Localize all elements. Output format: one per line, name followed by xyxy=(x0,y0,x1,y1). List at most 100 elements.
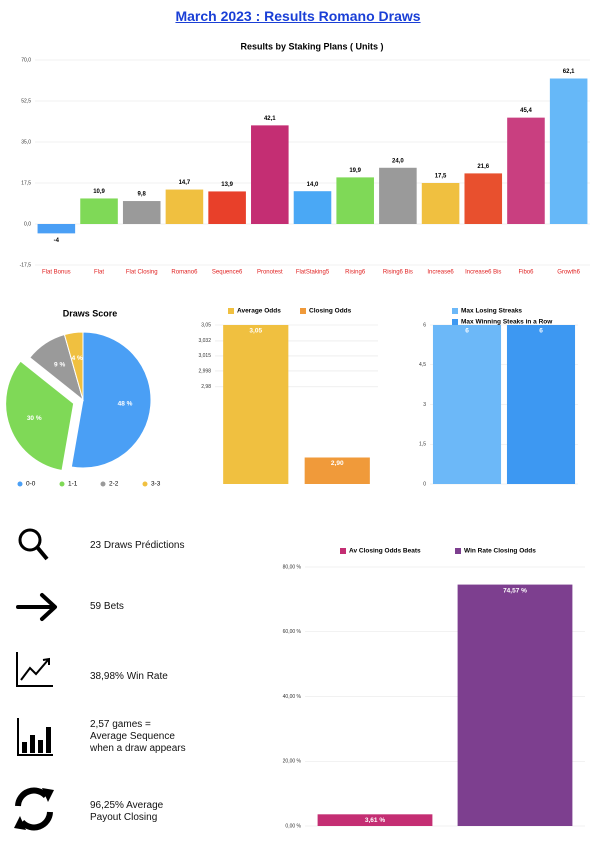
value-label: 24,0 xyxy=(392,158,404,164)
x-tick-label: Increase6 xyxy=(427,270,454,276)
stat: 59 Bets xyxy=(90,601,124,612)
legend-label: Max Losing Streaks xyxy=(461,308,522,315)
bar xyxy=(506,325,576,484)
legend-label: 2-2 xyxy=(109,481,119,488)
legend-label: Av Closing Odds Beats xyxy=(349,548,421,555)
x-tick-label: Increase6 Bis xyxy=(465,270,501,276)
y-tick-label: 6 xyxy=(423,322,426,328)
bar xyxy=(507,117,545,224)
legend-swatch xyxy=(142,481,148,487)
x-tick-label: Rising6 xyxy=(345,270,366,276)
y-tick-label: -17,5 xyxy=(20,262,32,268)
stat: 2,57 games = Average Sequence when a dra… xyxy=(90,719,186,754)
value-label: 3,61 % xyxy=(365,817,385,824)
x-tick-label: Flat xyxy=(94,270,104,276)
bar xyxy=(317,814,433,826)
bar xyxy=(37,224,76,234)
value-label: -4 xyxy=(54,238,60,244)
value-label: 3,05 xyxy=(249,328,262,335)
x-tick-label: Pronotest xyxy=(257,270,283,276)
icon-refresh xyxy=(14,787,54,831)
y-tick-label: 70,0 xyxy=(21,57,31,63)
pie-slice xyxy=(63,331,84,401)
y-tick-label: 35,0 xyxy=(21,139,31,145)
bar xyxy=(421,183,460,224)
chart-title: Draws Score xyxy=(63,308,118,318)
y-tick-label: 0,0 xyxy=(24,221,31,227)
bar xyxy=(208,191,246,224)
y-tick-label: 3 xyxy=(423,402,426,408)
value-label: 74,57 % xyxy=(503,587,527,594)
legend-label: Win Rate Closing Odds xyxy=(464,548,536,555)
x-tick-label: Growth6 xyxy=(557,270,580,276)
value-label: 17,5 xyxy=(435,174,447,180)
value-label: 48 % xyxy=(118,400,133,407)
legend-label: Closing Odds xyxy=(309,308,352,315)
y-tick-label: 3,05 xyxy=(201,322,211,328)
legend-label: Max Winning Steaks in a Row xyxy=(461,319,553,326)
legend-swatch xyxy=(455,548,461,554)
y-tick-label: 0 xyxy=(423,481,426,487)
value-label: 62,1 xyxy=(563,69,575,75)
y-tick-label: 4,5 xyxy=(419,362,426,368)
bar xyxy=(293,191,332,224)
y-tick-label: 3,032 xyxy=(198,338,211,344)
value-label: 9,8 xyxy=(138,192,147,198)
y-tick-label: 52,5 xyxy=(21,98,31,104)
page-title: March 2023 : Results Romano Draws xyxy=(175,8,421,24)
pie-slice xyxy=(5,360,75,472)
chart-title: Results by Staking Plans ( Units ) xyxy=(240,41,383,51)
legend-swatch xyxy=(300,308,306,314)
bar xyxy=(223,325,289,484)
icon-arrow xyxy=(16,593,57,621)
y-tick-label: 20,00 % xyxy=(283,759,302,765)
value-label: 10,9 xyxy=(93,189,105,195)
value-label: 45,4 xyxy=(520,108,532,114)
icon-search xyxy=(18,528,49,561)
value-label: 21,6 xyxy=(477,164,489,170)
legend-label: 3-3 xyxy=(151,481,161,488)
bar xyxy=(304,457,370,484)
legend-label: Average Odds xyxy=(237,308,281,315)
legend-swatch xyxy=(452,319,458,325)
value-label: 19,9 xyxy=(349,168,361,174)
value-label: 2,90 xyxy=(331,460,344,467)
legend-swatch xyxy=(228,308,234,314)
pie-slice xyxy=(70,331,152,469)
value-label: 30 % xyxy=(27,415,42,422)
bar xyxy=(122,201,161,224)
bar xyxy=(251,125,289,224)
bar xyxy=(336,177,374,224)
stat: 38,98% Win Rate xyxy=(90,671,168,682)
icon-bar-chart xyxy=(17,718,53,756)
x-tick-label: Fibo6 xyxy=(518,270,534,276)
x-tick-label: Flat Closing xyxy=(126,270,158,276)
stat: 23 Draws Prédictions xyxy=(90,540,185,551)
value-label: 13,9 xyxy=(221,182,233,188)
value-label: 4 % xyxy=(72,355,83,362)
y-tick-label: 3,015 xyxy=(198,353,211,359)
x-tick-label: Sequence6 xyxy=(212,270,243,276)
value-label: 6 xyxy=(539,328,543,335)
x-tick-label: Flat Bonus xyxy=(42,270,71,276)
y-tick-label: 40,00 % xyxy=(283,694,302,700)
legend-swatch xyxy=(340,548,346,554)
value-label: 6 xyxy=(465,328,469,335)
legend-label: 1-1 xyxy=(68,481,78,488)
y-tick-label: 2,998 xyxy=(198,368,211,374)
value-label: 14,7 xyxy=(179,180,191,186)
value-label: 9 % xyxy=(54,362,65,369)
value-label: 14,0 xyxy=(307,182,319,188)
legend-swatch xyxy=(100,481,106,487)
y-tick-label: 2,98 xyxy=(201,384,211,390)
y-tick-label: 80,00 % xyxy=(283,564,302,570)
bar xyxy=(379,167,417,224)
bar xyxy=(464,173,503,224)
bar xyxy=(549,78,588,224)
x-tick-label: Romano6 xyxy=(171,270,198,276)
legend-swatch xyxy=(59,481,65,487)
y-tick-label: 17,5 xyxy=(21,180,31,186)
bar xyxy=(80,198,118,224)
bar xyxy=(432,325,502,484)
